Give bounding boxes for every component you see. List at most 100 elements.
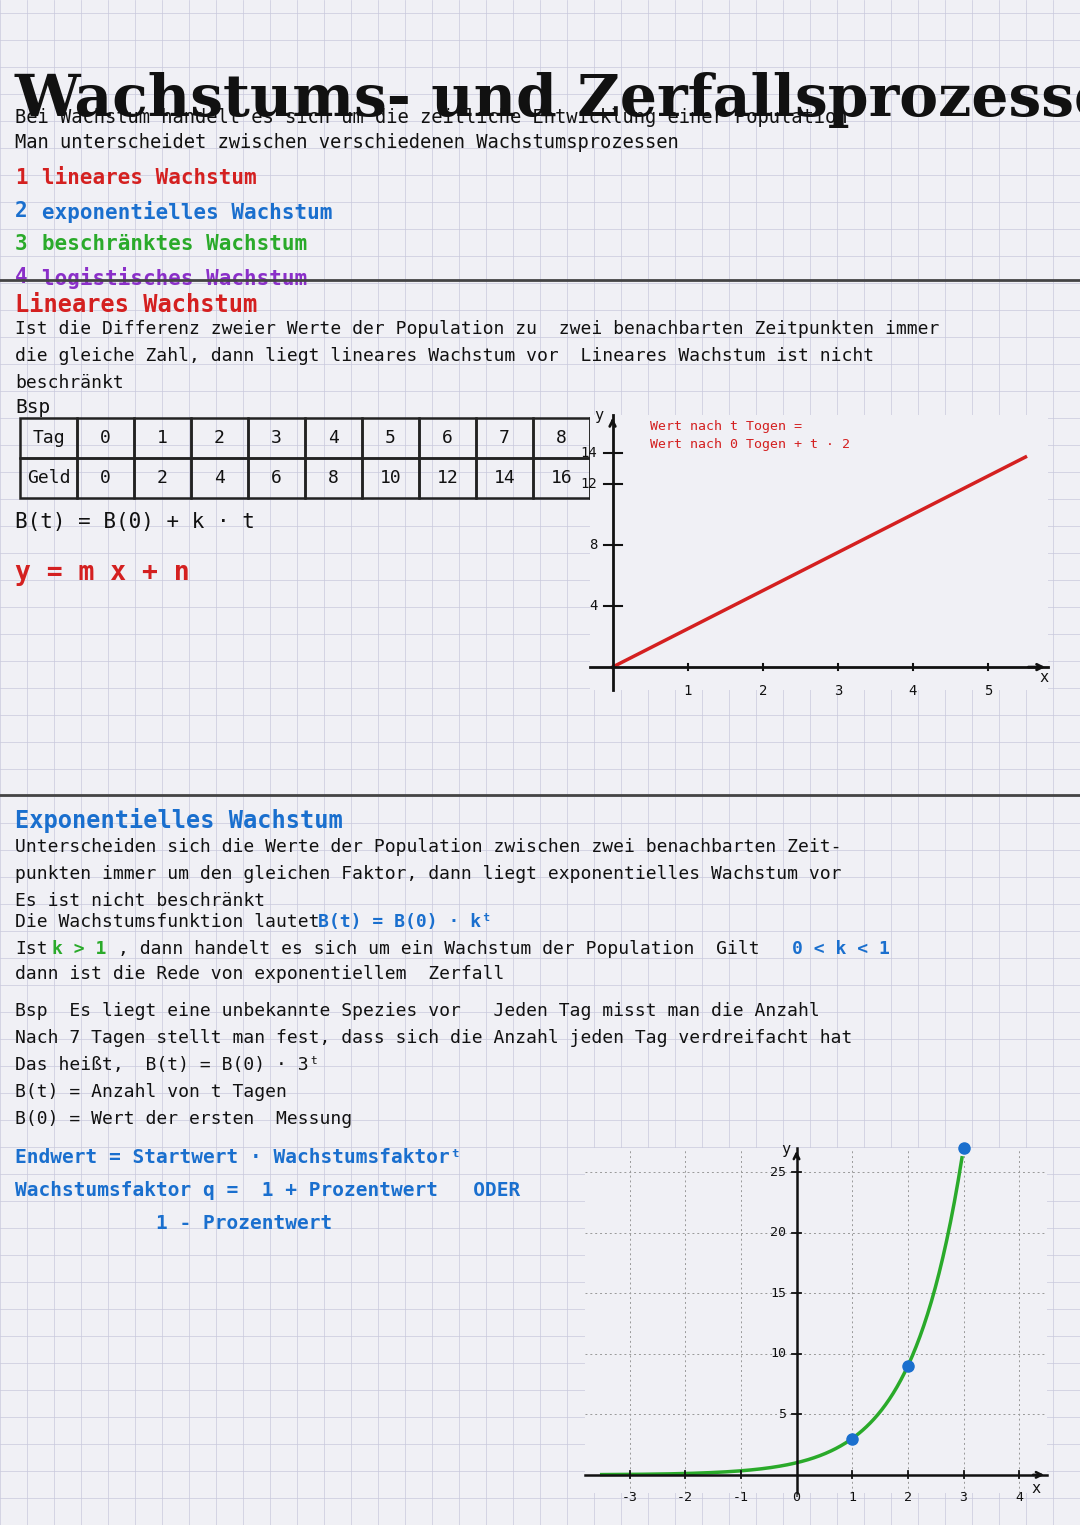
Text: x: x (1031, 1481, 1040, 1496)
Text: 14: 14 (494, 470, 515, 486)
Text: 1: 1 (157, 429, 167, 447)
Text: Bsp  Es liegt eine unbekannte Spezies vor   Jeden Tag misst man die Anzahl: Bsp Es liegt eine unbekannte Spezies vor… (15, 1002, 820, 1020)
Text: 8: 8 (556, 429, 567, 447)
Text: 3: 3 (834, 683, 842, 698)
Text: Lineares Wachstum: Lineares Wachstum (15, 293, 257, 317)
Bar (134, 418, 191, 458)
Text: 1: 1 (848, 1490, 856, 1504)
Text: Es ist nicht beschränkt: Es ist nicht beschränkt (15, 892, 265, 910)
Text: Endwert = Startwert · Wachstumsfaktorᵗ: Endwert = Startwert · Wachstumsfaktorᵗ (15, 1148, 461, 1167)
Bar (21, 418, 77, 458)
Text: B(t) = B(0) + k · t: B(t) = B(0) + k · t (15, 512, 255, 532)
Text: Tag: Tag (32, 429, 65, 447)
Text: 2: 2 (214, 429, 225, 447)
Text: 12: 12 (436, 470, 458, 486)
Text: 12: 12 (581, 477, 597, 491)
Text: Wert nach t Togen =
Wert nach 0 Togen + t · 2: Wert nach t Togen = Wert nach 0 Togen + … (650, 419, 850, 450)
Bar (419, 418, 476, 458)
Text: , dann handelt es sich um ein Wachstum der Population  Gilt: , dann handelt es sich um ein Wachstum d… (118, 939, 759, 958)
Bar (476, 418, 534, 458)
Text: Bei Wachstum handelt es sich um die zeitliche Entwicklung einer Population: Bei Wachstum handelt es sich um die zeit… (15, 108, 848, 127)
Text: 20: 20 (770, 1226, 786, 1240)
Text: 8: 8 (328, 470, 339, 486)
Text: 25: 25 (770, 1165, 786, 1179)
Text: B(0) = Wert der ersten  Messung: B(0) = Wert der ersten Messung (15, 1110, 352, 1128)
Text: 0: 0 (100, 470, 111, 486)
Bar (590, 418, 647, 458)
Text: y: y (594, 407, 604, 422)
Bar (419, 458, 476, 499)
Text: 2: 2 (15, 201, 28, 221)
Text: Bsp: Bsp (15, 398, 51, 416)
Text: 8: 8 (589, 538, 597, 552)
Text: 3: 3 (271, 429, 282, 447)
Bar (362, 458, 419, 499)
Text: 2: 2 (904, 1490, 912, 1504)
Text: 5: 5 (386, 429, 396, 447)
Text: 3: 3 (959, 1490, 968, 1504)
Text: 4: 4 (1015, 1490, 1023, 1504)
Text: 1: 1 (15, 168, 28, 188)
Text: 18: 18 (608, 470, 630, 486)
Text: lineares Wachstum: lineares Wachstum (42, 168, 257, 188)
Text: -3: -3 (621, 1490, 637, 1504)
Text: 0: 0 (100, 429, 111, 447)
Text: k > 1: k > 1 (52, 939, 106, 958)
Text: Geld: Geld (27, 470, 70, 486)
Text: Exponentielles Wachstum: Exponentielles Wachstum (15, 808, 342, 833)
Bar (476, 458, 534, 499)
Text: 4: 4 (908, 683, 917, 698)
Text: x: x (1040, 671, 1049, 685)
Bar (305, 418, 362, 458)
Text: Nach 7 Tagen stellt man fest, dass sich die Anzahl jeden Tag verdreifacht hat: Nach 7 Tagen stellt man fest, dass sich … (15, 1029, 852, 1048)
Text: 5: 5 (984, 683, 993, 698)
Text: dann ist die Rede von exponentiellem  Zerfall: dann ist die Rede von exponentiellem Zer… (15, 965, 504, 984)
Text: 3: 3 (15, 233, 28, 255)
Text: 4: 4 (15, 267, 28, 287)
Text: 4: 4 (328, 429, 339, 447)
Bar (77, 458, 134, 499)
Bar (248, 458, 305, 499)
Text: 9: 9 (613, 429, 624, 447)
Text: 4: 4 (214, 470, 225, 486)
Bar (534, 458, 590, 499)
Text: 14: 14 (581, 447, 597, 461)
Text: 4: 4 (589, 599, 597, 613)
Text: B(t) = B(0) · kᵗ: B(t) = B(0) · kᵗ (318, 913, 492, 930)
Text: 1: 1 (684, 683, 692, 698)
Text: 16: 16 (551, 470, 572, 486)
Text: y: y (781, 1142, 789, 1157)
Text: Die Wachstumsfunktion lautet: Die Wachstumsfunktion lautet (15, 913, 320, 930)
Text: exponentielles Wachstum: exponentielles Wachstum (42, 201, 333, 223)
Bar (21, 458, 77, 499)
Text: Man unterscheidet zwischen verschiedenen Wachstumsprozessen: Man unterscheidet zwischen verschiedenen… (15, 133, 678, 152)
Bar (590, 458, 647, 499)
Bar (305, 458, 362, 499)
Text: 0: 0 (793, 1490, 800, 1504)
Text: B(t) = Anzahl von t Tagen: B(t) = Anzahl von t Tagen (15, 1083, 287, 1101)
Text: beschränktes Wachstum: beschränktes Wachstum (42, 233, 307, 255)
Text: 2: 2 (758, 683, 767, 698)
Text: 0 < k < 1: 0 < k < 1 (792, 939, 890, 958)
Text: Unterscheiden sich die Werte der Population zwischen zwei benachbarten Zeit-: Unterscheiden sich die Werte der Populat… (15, 839, 841, 856)
Text: Ist die Differenz zweier Werte der Population zu  zwei benachbarten Zeitpunkten : Ist die Differenz zweier Werte der Popul… (15, 320, 940, 339)
Bar (77, 418, 134, 458)
Text: die gleiche Zahl, dann liegt lineares Wachstum vor  Lineares Wachstum ist nicht: die gleiche Zahl, dann liegt lineares Wa… (15, 348, 874, 364)
Bar (134, 458, 191, 499)
Bar (248, 418, 305, 458)
Text: y = m x + n: y = m x + n (15, 560, 190, 586)
Text: Das heißt,  B(t) = B(0) · 3ᵗ: Das heißt, B(t) = B(0) · 3ᵗ (15, 1055, 320, 1074)
Text: punkten immer um den gleichen Faktor, dann liegt exponentielles Wachstum vor: punkten immer um den gleichen Faktor, da… (15, 865, 841, 883)
Text: logistisches Wachstum: logistisches Wachstum (42, 267, 307, 290)
Bar (191, 458, 248, 499)
Text: Wachstumsfaktor q =  1 + Prozentwert   ODER: Wachstumsfaktor q = 1 + Prozentwert ODER (15, 1180, 521, 1200)
Text: 6: 6 (271, 470, 282, 486)
Bar (534, 418, 590, 458)
Text: 7: 7 (499, 429, 510, 447)
Text: 1 - Prozentwert: 1 - Prozentwert (15, 1214, 333, 1234)
Text: -2: -2 (677, 1490, 693, 1504)
Text: Ist: Ist (15, 939, 48, 958)
Text: 10: 10 (380, 470, 402, 486)
Text: beschränkt: beschränkt (15, 374, 124, 392)
Text: 15: 15 (770, 1287, 786, 1299)
